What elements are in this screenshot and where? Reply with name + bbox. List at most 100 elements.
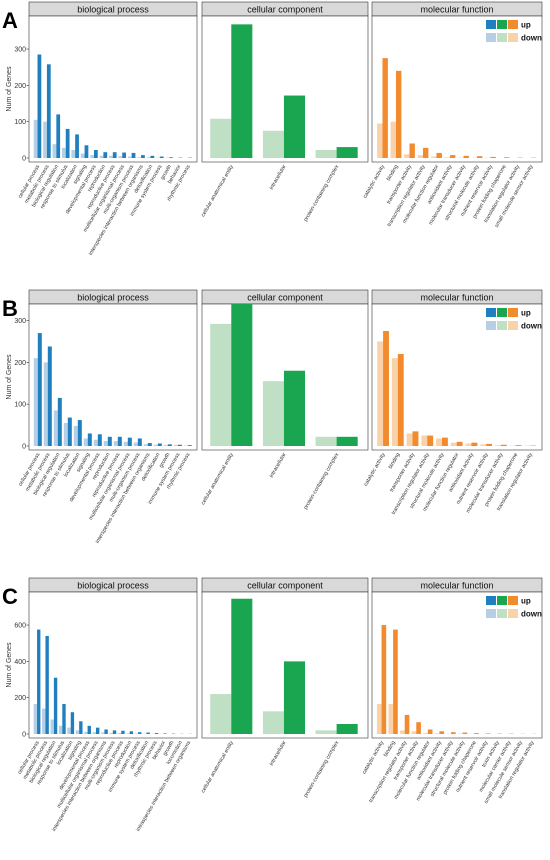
- legend: up down: [486, 308, 542, 331]
- bar-up: [141, 155, 145, 158]
- x-tick-label: intracellular: [269, 164, 288, 191]
- bar-down: [388, 704, 394, 734]
- bar-up: [163, 733, 167, 734]
- facet-cellular-component: cellular component cellular anatomical en…: [200, 1, 369, 223]
- bar-down: [262, 381, 284, 446]
- bar-up: [427, 435, 434, 446]
- facet-title: cellular component: [247, 293, 323, 303]
- bar-up: [154, 733, 159, 734]
- legend-swatch-down: [497, 321, 507, 330]
- bar-down: [391, 358, 398, 446]
- bar-down: [411, 731, 417, 734]
- y-tick-label: 200: [14, 360, 26, 367]
- bar-up: [146, 732, 150, 734]
- bar-down: [377, 123, 383, 158]
- legend-down-label: down: [521, 322, 542, 331]
- bar-down: [33, 119, 38, 158]
- legend-swatch-down: [486, 609, 496, 618]
- bar-up: [131, 152, 136, 158]
- y-tick-label: 0: [22, 444, 26, 451]
- legend-swatch-up: [497, 596, 507, 605]
- legend-swatch-down: [497, 609, 507, 618]
- x-tick-label: protein-containing complex: [303, 452, 341, 511]
- bar-down: [117, 733, 122, 734]
- bar-up: [47, 346, 52, 446]
- bar-up: [441, 437, 448, 446]
- bar-up: [436, 152, 442, 158]
- legend-swatch-up: [508, 308, 518, 317]
- bar-down: [400, 730, 405, 734]
- bar-up: [112, 152, 117, 158]
- bar-up: [439, 731, 445, 734]
- bar-up: [336, 436, 358, 446]
- bar-up: [93, 150, 98, 158]
- y-tick-label: 200: [14, 83, 26, 90]
- bar-down: [109, 155, 113, 158]
- panel-label: A: [2, 8, 18, 33]
- legend-up-label: up: [521, 309, 531, 318]
- bar-down: [436, 438, 442, 446]
- y-tick-label: 400: [14, 659, 26, 666]
- bar-down: [406, 433, 413, 446]
- bar-up: [383, 331, 389, 446]
- bar-down: [404, 154, 410, 158]
- facet-cellular-component: cellular component cellular anatomical en…: [200, 577, 369, 799]
- facet-title: biological process: [77, 581, 149, 591]
- x-tick-label: cellular anatomical entity: [200, 452, 235, 506]
- bar-up: [95, 727, 100, 734]
- bar-down: [75, 730, 80, 734]
- bar-up: [84, 145, 89, 158]
- bar-down: [431, 156, 437, 158]
- facet-cellular-component: cellular component cellular anatomical en…: [200, 289, 369, 511]
- bar-down: [210, 118, 232, 158]
- bar-down: [434, 733, 440, 734]
- bar-down: [315, 436, 337, 446]
- legend-swatch-up: [497, 20, 507, 29]
- bar-up: [167, 444, 172, 446]
- bar-up: [187, 445, 192, 446]
- bar-down: [315, 730, 337, 734]
- bar-up: [121, 730, 125, 734]
- bar-down: [58, 725, 63, 734]
- bar-up: [137, 438, 142, 446]
- bar-down: [109, 732, 113, 734]
- bar-up: [169, 157, 174, 158]
- bar-down: [33, 704, 38, 734]
- bar-down: [101, 732, 105, 734]
- y-tick-label: 0: [22, 156, 26, 163]
- legend: up down: [486, 596, 542, 619]
- y-tick-label: 100: [14, 402, 26, 409]
- bar-down: [417, 155, 423, 158]
- bar-up: [500, 444, 507, 446]
- bar-up: [336, 147, 358, 158]
- bar-up: [46, 64, 51, 158]
- x-tick-label: intracellular: [269, 452, 288, 479]
- bar-down: [84, 731, 88, 734]
- bar-down: [67, 727, 71, 734]
- y-tick-label: 300: [14, 47, 26, 54]
- bar-down: [43, 362, 48, 446]
- bar-up: [503, 157, 510, 158]
- x-tick-label: protein-containing complex: [303, 740, 341, 799]
- bar-down: [71, 150, 76, 158]
- bar-down: [163, 445, 168, 446]
- legend-swatch-down: [486, 33, 496, 42]
- bar-down: [376, 704, 382, 734]
- bar-down: [83, 438, 88, 446]
- x-tick-label: cellular anatomical entity: [200, 164, 235, 218]
- bar-up: [37, 54, 42, 158]
- bar-down: [153, 444, 158, 446]
- bar-up: [75, 134, 79, 158]
- facet-plot-frame: [28, 15, 198, 163]
- bar-up: [463, 155, 469, 158]
- bar-down: [450, 442, 457, 446]
- bar-up: [150, 155, 155, 158]
- bar-up: [395, 70, 402, 158]
- bar-up: [56, 114, 61, 158]
- bar-down: [421, 435, 428, 446]
- bar-up: [409, 143, 415, 158]
- bar-down: [137, 157, 142, 158]
